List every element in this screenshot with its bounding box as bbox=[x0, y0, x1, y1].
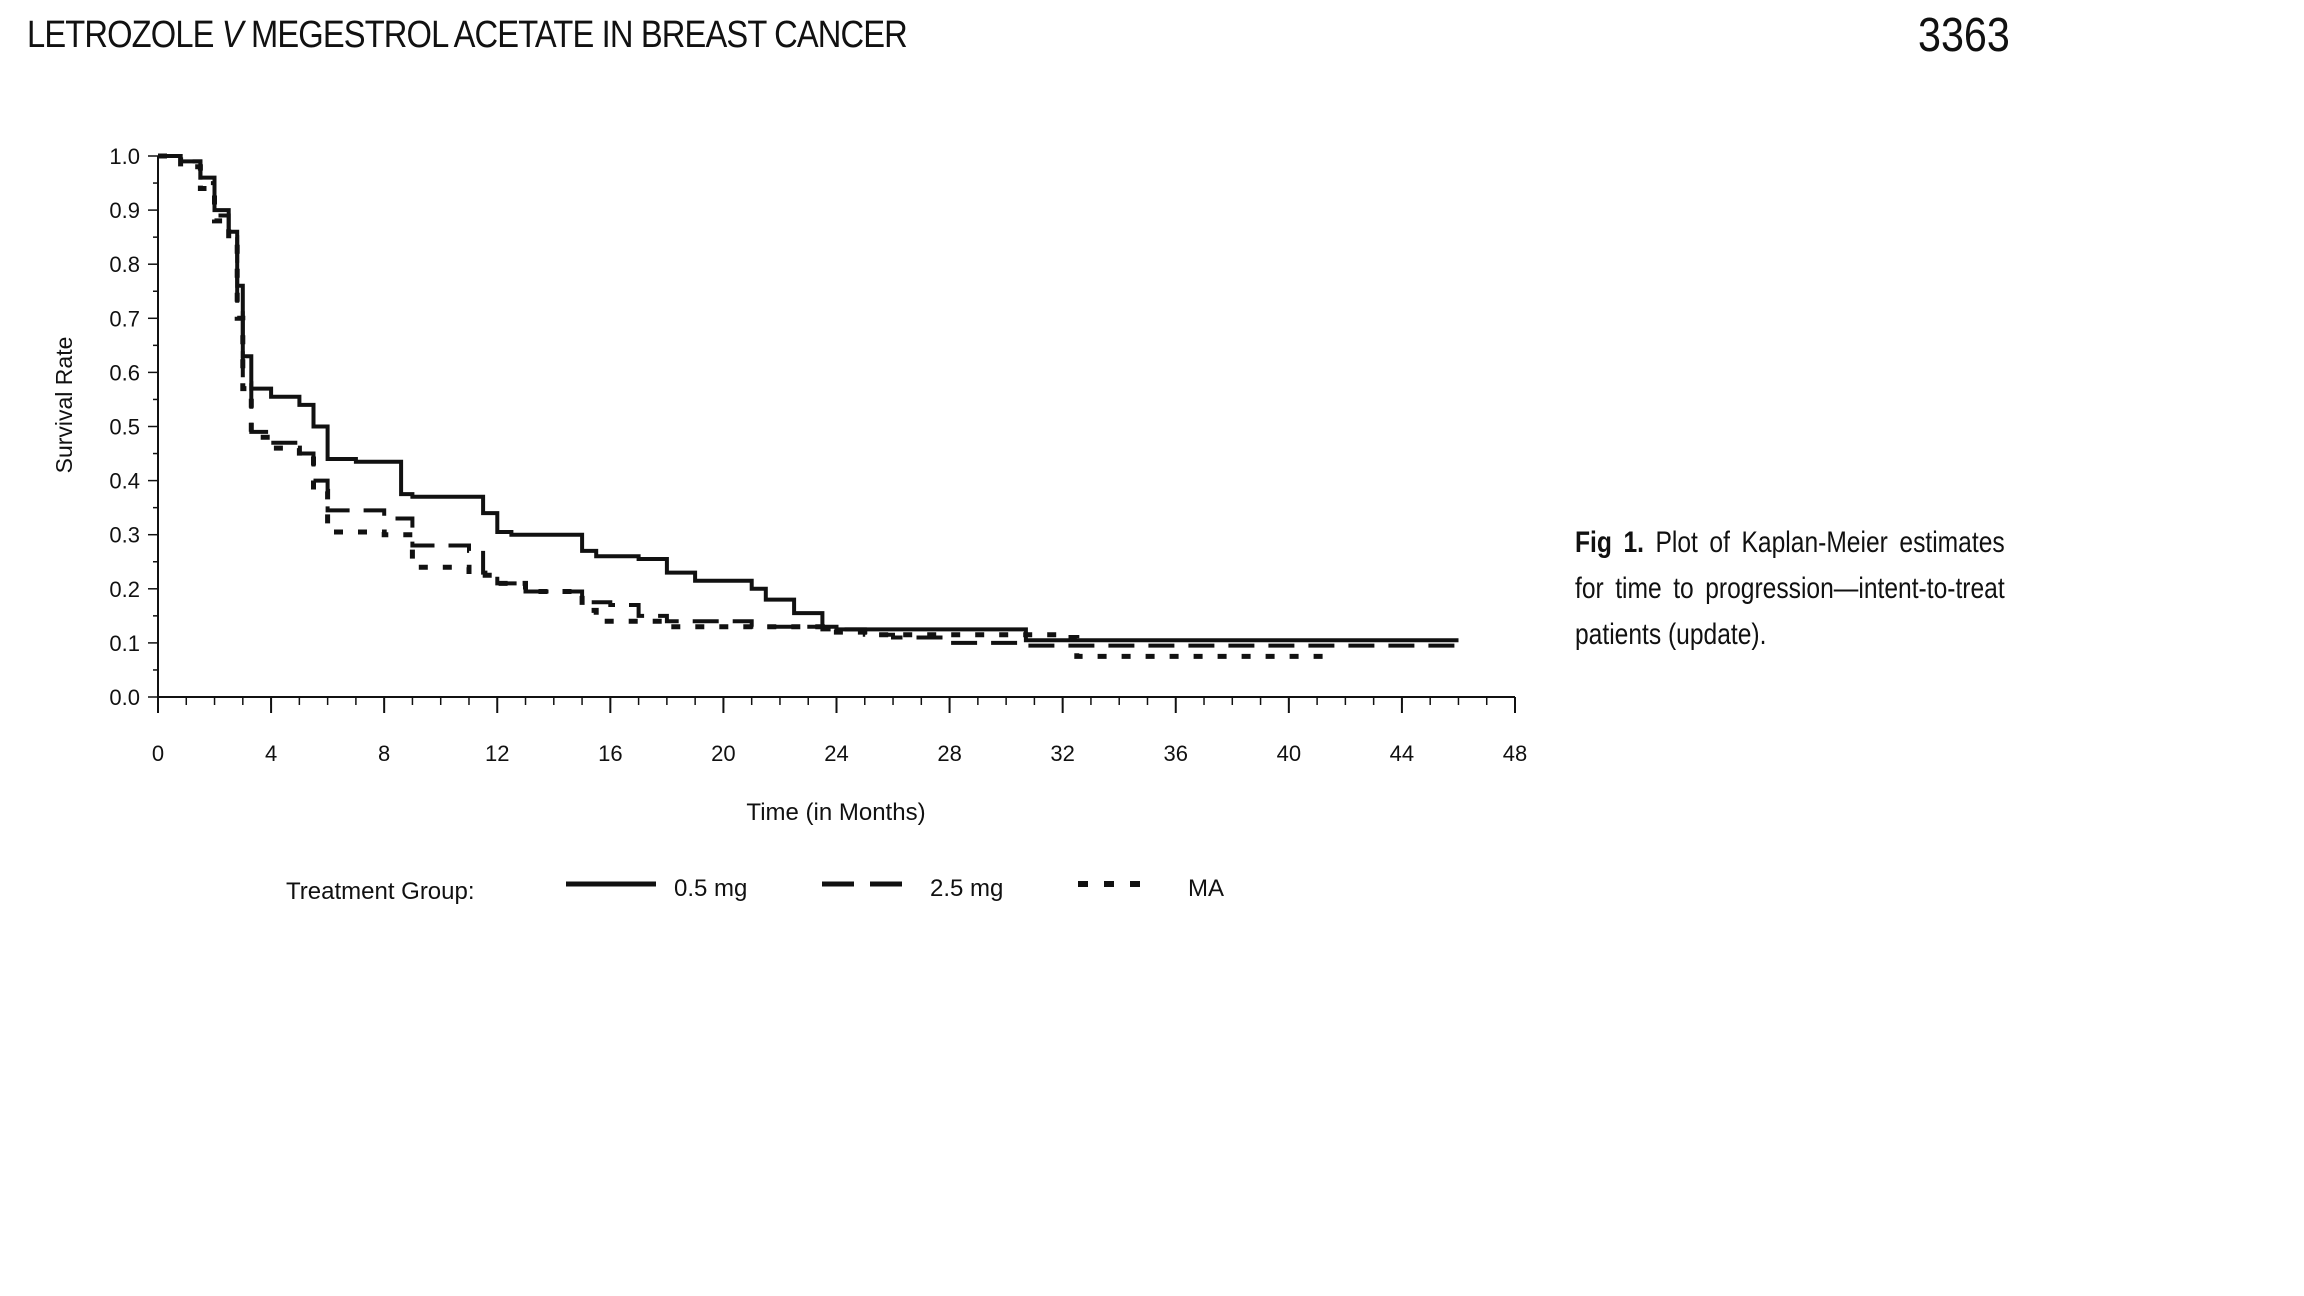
x-tick-label: 8 bbox=[378, 741, 390, 766]
y-tick-label: 0.1 bbox=[109, 631, 140, 656]
x-tick-label: 48 bbox=[1503, 741, 1527, 766]
legend-title: Treatment Group: bbox=[286, 878, 475, 905]
x-tick-label: 40 bbox=[1277, 741, 1301, 766]
y-tick-label: 0.3 bbox=[109, 523, 140, 548]
axes: 0 4 8 12 16 20 24 28 32 36 40 44 480.00.10.20.30.40.… bbox=[109, 144, 1527, 766]
running-head-part2: MEGESTROL ACETATE IN BREAST CANCER bbox=[242, 14, 908, 56]
caption-text: Plot of Kaplan-Meier estimates for time … bbox=[1575, 526, 2005, 651]
series-line-solid bbox=[158, 154, 1459, 643]
x-tick-label: 4 bbox=[265, 741, 277, 766]
y-tick-label: 0.7 bbox=[109, 306, 140, 331]
y-tick-label: 0.9 bbox=[109, 198, 140, 223]
y-tick-label: 0.5 bbox=[109, 415, 140, 440]
x-tick-label: 20 bbox=[711, 741, 735, 766]
legend-label: 0.5 mg bbox=[674, 875, 747, 902]
kaplan-meier-figure: 0 4 8 12 16 20 24 28 32 36 40 44 48 0.0 0.1 0.2 0.3 0.4 0.… bbox=[0, 0, 1560, 930]
x-tick-label: 12 bbox=[485, 741, 509, 766]
series-layer bbox=[158, 153, 1461, 660]
kaplan-meier-chart: 0 4 8 12 16 20 24 28 32 36 40 44 480.00.10.20.30.40.… bbox=[51, 144, 1527, 905]
running-head: LETROZOLE V MEGESTROL ACETATE IN BREAST … bbox=[27, 14, 908, 57]
legend-label: MA bbox=[1188, 875, 1224, 902]
y-tick-label: 1.0 bbox=[109, 144, 140, 169]
y-tick-label: 0.2 bbox=[109, 577, 140, 602]
x-tick-label: 32 bbox=[1050, 741, 1074, 766]
x-axis-label: Time (in Months) bbox=[746, 799, 925, 826]
y-tick-label: 0.4 bbox=[109, 469, 140, 494]
x-tick-label: 0 bbox=[152, 741, 164, 766]
legend-label: 2.5 mg bbox=[930, 875, 1003, 902]
x-tick-label: 44 bbox=[1390, 741, 1414, 766]
legend: Treatment Group: 0.5 mg 2.5 mg MA bbox=[286, 875, 1224, 905]
caption-label: Fig 1. bbox=[1575, 526, 1644, 559]
page-number: 3363 bbox=[1918, 9, 2010, 62]
x-tick-label: 16 bbox=[598, 741, 622, 766]
y-tick-label: 0.8 bbox=[109, 252, 140, 277]
y-tick-label: 0.6 bbox=[109, 360, 140, 385]
series-line-dashed bbox=[158, 154, 1461, 648]
x-tick-label: 28 bbox=[937, 741, 961, 766]
series-line-dotted bbox=[158, 153, 1334, 660]
x-tick-label: 24 bbox=[824, 741, 848, 766]
y-axis-label: Survival Rate bbox=[51, 337, 77, 474]
x-tick-label: 36 bbox=[1164, 741, 1188, 766]
figure-caption: Fig 1. Plot of Kaplan-Meier estimates for… bbox=[1575, 520, 2005, 658]
y-tick-label: 0.0 bbox=[109, 685, 140, 710]
running-head-part1: LETROZOLE bbox=[27, 14, 222, 56]
running-head-italic: V bbox=[221, 14, 244, 56]
